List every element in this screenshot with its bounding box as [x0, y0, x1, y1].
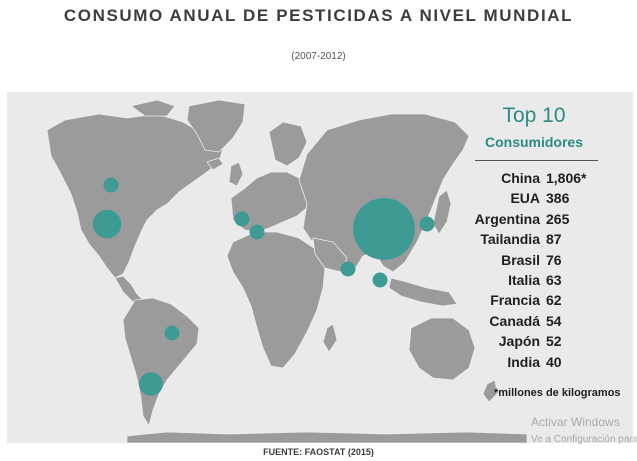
ranking-country: Japón — [498, 333, 540, 350]
ranking-value: 63 — [546, 271, 562, 288]
land-north-america — [46, 113, 224, 279]
land-arabia — [312, 237, 348, 273]
ranking-country: EUA — [510, 190, 540, 207]
land-uk — [228, 161, 244, 187]
land-madagascar — [322, 323, 338, 353]
watermark-title: Activar Windows — [531, 415, 620, 429]
ranking-value: 76 — [546, 251, 562, 268]
ranking-country: Argentina — [474, 210, 540, 227]
bubble-china — [353, 198, 415, 260]
land-africa — [226, 231, 326, 369]
bubble-brasil — [164, 325, 180, 341]
ranking-value: 40 — [546, 353, 562, 370]
ranking-country: China — [501, 170, 540, 186]
ranking-row: China 1,806* — [470, 168, 610, 188]
ranking-row: Japón 52 — [470, 331, 610, 351]
ranking-row: India 40 — [470, 352, 610, 372]
source-note: FUENTE: FAOSTAT (2015) — [263, 447, 374, 457]
ranking-value: 54 — [546, 312, 562, 329]
ranking-value: 386 — [546, 190, 570, 207]
chart-subtitle: (2007-2012) — [291, 51, 346, 62]
land-antarctica — [126, 431, 528, 443]
bubble-eua — [92, 209, 122, 239]
ranking-list: China 1,806* EUA 386 Argentina 265 Tailandi… — [470, 168, 610, 372]
ranking-country: Canadá — [489, 312, 540, 329]
ranking-value: 265 — [546, 210, 570, 227]
ranking-row: Tailandia 87 — [470, 229, 610, 249]
world-map-panel — [7, 92, 633, 443]
watermark-subtitle: Ve a Configuración para activar Windows. — [531, 434, 637, 445]
ranking-row: Francia 62 — [470, 290, 610, 310]
consumption-bubbles — [92, 177, 435, 396]
ranking-country: Tailandia — [480, 231, 540, 248]
land-arctic-islands — [130, 99, 176, 117]
land-greenland — [186, 99, 246, 153]
legend-divider — [475, 160, 598, 161]
ranking-value: 52 — [546, 333, 562, 350]
ranking-country: Francia — [490, 292, 540, 309]
bubble-italia — [249, 224, 265, 240]
land-new-zealand — [482, 379, 498, 403]
legend-subtitle: Consumidores — [484, 134, 583, 150]
land-scandinavia — [268, 121, 308, 167]
ranking-value: 87 — [546, 231, 562, 248]
ranking-row: Brasil 76 — [470, 250, 610, 270]
units-note: *millones de kilogramos — [494, 387, 621, 399]
bubble-argentina — [139, 372, 163, 396]
land-south-america — [122, 297, 200, 427]
land-iceland — [206, 157, 224, 171]
bubble-francia — [234, 211, 250, 227]
ranking-row: Italia 63 — [470, 270, 610, 290]
bubble-canada — [103, 177, 119, 193]
land-se-asia-islands — [388, 277, 458, 307]
world-map — [46, 99, 528, 443]
ranking-country: India — [507, 353, 540, 370]
ranking-country: Brasil — [501, 251, 540, 268]
bubble-japon — [419, 216, 435, 232]
ranking-value: 62 — [546, 292, 562, 309]
land-australia — [408, 317, 476, 381]
ranking-row: Canadá 54 — [470, 311, 610, 331]
legend-title: Top 10 — [502, 104, 566, 127]
ranking-country: Italia — [508, 271, 540, 288]
chart-title: CONSUMO ANUAL DE PESTICIDAS A NIVEL MUND… — [63, 6, 574, 25]
ranking-row: Argentina 265 — [470, 209, 610, 229]
ranking-value: 1,806* — [546, 170, 587, 186]
bubble-india — [340, 261, 356, 277]
ranking-row: EUA 386 — [470, 188, 610, 208]
bubble-tailandia — [372, 272, 388, 288]
